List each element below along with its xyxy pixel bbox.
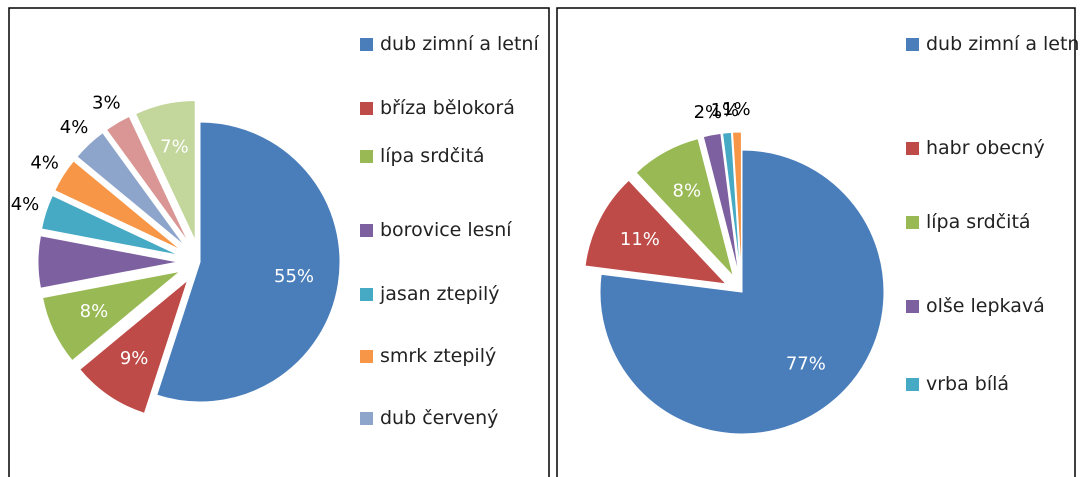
data-label: 11% [620,229,660,250]
legend-item: dub zimní a letní [360,28,540,60]
legend-swatch [906,300,919,313]
pie-slice [635,138,734,277]
legend-item: smrk ztepilý [360,340,540,372]
data-label: 1% [722,99,751,120]
pie-slice [702,132,740,275]
legend-label: dub zimní a letní [926,33,1080,55]
legend-swatch [906,378,919,391]
pie-slice [584,179,728,285]
legend-item: dub červený [360,402,540,434]
legend-item: borovice lesní [360,214,540,246]
legend-swatch [360,38,373,51]
pie-slice [79,278,189,414]
data-label: 55% [274,266,314,287]
legend-label: vrba bílá [926,373,1010,395]
data-label: 4% [11,194,40,215]
legend-swatch [906,216,919,229]
legend-swatch [360,224,373,237]
data-label: 4% [60,117,89,138]
legend-swatch [360,288,373,301]
pie-slice [105,115,190,244]
panel-border [8,7,550,477]
legend-label: bříza bělokorá [380,97,515,119]
legend-label: dub zimní a letní [380,33,539,55]
legend-item: bříza bělokorá [360,92,540,124]
pie-slice [37,235,179,289]
pie-slice [721,131,741,275]
legend-item: dub zimní a letní [906,28,1080,60]
legend-label: dub červený [380,407,499,429]
legend-label: smrk ztepilý [380,345,497,367]
pie-slice [599,149,885,435]
legend-swatch [906,142,919,155]
data-label: 7% [160,137,189,158]
data-label: 77% [786,353,826,374]
legend-label: lípa srdčitá [926,211,1031,233]
legend-label: borovice lesní [380,219,512,241]
data-label: 4% [30,152,59,173]
pie-slice [41,270,181,362]
legend-swatch [906,38,919,51]
legend-item: olše lepkavá [906,290,1080,322]
data-label: 8% [673,181,702,202]
pie-slice [54,160,182,251]
legend-swatch [360,150,373,163]
pie-slice [156,121,341,403]
panel-border [556,7,1076,477]
data-label: 8% [80,301,109,322]
legend-item: jasan ztepilý [360,278,540,310]
legend-label: habr obecný [926,137,1045,159]
legend-swatch [360,350,373,363]
data-label: 3% [92,93,121,114]
legend-label: lípa srdčitá [380,145,485,167]
legend-label: jasan ztepilý [380,283,500,305]
pie-slice [76,132,186,247]
data-label: 2% [694,102,723,123]
legend-item: lípa srdčitá [360,140,540,172]
data-label: 9% [120,348,149,369]
legend-item: habr obecný [906,132,1080,164]
legend-swatch [360,412,373,425]
legend-label: olše lepkavá [926,295,1045,317]
legend-item: vrba bílá [906,368,1080,400]
pie-slice [134,100,196,241]
data-label: 1% [711,100,740,121]
pie-slice [40,194,180,256]
legend-item: lípa srdčitá [906,206,1080,238]
pie-slice [731,131,742,275]
legend-swatch [360,102,373,115]
